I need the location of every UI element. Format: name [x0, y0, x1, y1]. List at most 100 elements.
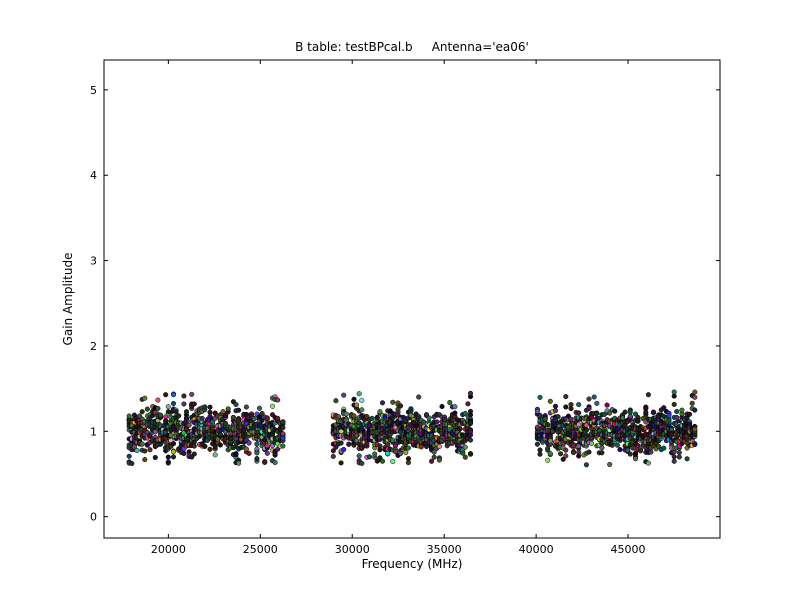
- data-point: [377, 447, 383, 453]
- data-point: [563, 394, 569, 400]
- data-point: [607, 461, 613, 468]
- scatter-points: [126, 389, 698, 468]
- data-point: [191, 451, 197, 457]
- data-point: [259, 410, 265, 417]
- data-point: [431, 449, 437, 455]
- data-point: [398, 403, 404, 409]
- data-point: [547, 451, 553, 457]
- data-point: [452, 410, 458, 416]
- data-point: [165, 460, 171, 466]
- data-point: [354, 402, 360, 408]
- data-point: [467, 408, 474, 414]
- data-point: [246, 450, 252, 456]
- data-point: [599, 450, 605, 456]
- data-point: [576, 421, 582, 428]
- data-point: [462, 454, 468, 460]
- data-point: [403, 449, 409, 456]
- data-point: [217, 442, 223, 448]
- data-point: [163, 392, 169, 398]
- data-point: [338, 428, 344, 435]
- data-point: [202, 443, 208, 449]
- data-point: [280, 431, 286, 437]
- plot-title: B table: testBPcal.b Antenna='ea06': [295, 40, 529, 54]
- data-point: [254, 441, 260, 447]
- data-point: [434, 419, 440, 425]
- data-point: [692, 389, 698, 395]
- data-point: [558, 451, 564, 457]
- data-point: [692, 442, 698, 448]
- data-point: [246, 440, 252, 446]
- data-point: [540, 439, 546, 445]
- data-point: [599, 445, 605, 451]
- data-point: [272, 459, 278, 466]
- data-point: [661, 421, 667, 427]
- data-point: [627, 451, 633, 457]
- data-point: [131, 444, 137, 450]
- data-point: [385, 450, 391, 456]
- data-point: [594, 400, 600, 406]
- data-point: [126, 413, 132, 419]
- data-point: [576, 402, 582, 408]
- data-point: [243, 446, 249, 452]
- data-point: [173, 409, 179, 415]
- data-point: [431, 454, 437, 460]
- data-point: [625, 447, 631, 453]
- data-point: [144, 406, 150, 412]
- data-point: [157, 412, 164, 418]
- data-point: [689, 400, 695, 406]
- data-point: [643, 409, 649, 415]
- data-point: [262, 459, 268, 465]
- data-point: [186, 422, 192, 428]
- data-point: [645, 392, 651, 398]
- data-point: [447, 399, 453, 406]
- data-point: [669, 431, 675, 437]
- data-point: [374, 414, 380, 420]
- data-point: [635, 417, 641, 423]
- data-point: [390, 437, 396, 443]
- data-point: [280, 443, 286, 449]
- data-point: [189, 391, 195, 397]
- y-tick-label: 2: [90, 340, 97, 353]
- data-point: [421, 419, 427, 425]
- data-point: [643, 404, 649, 410]
- data-point: [555, 414, 561, 420]
- data-point: [671, 454, 677, 460]
- data-point: [163, 418, 169, 424]
- data-point: [398, 429, 404, 435]
- data-point: [262, 437, 268, 443]
- data-point: [674, 414, 680, 421]
- data-point: [377, 455, 383, 461]
- data-point: [215, 436, 221, 442]
- data-point: [591, 394, 597, 400]
- data-point: [452, 404, 458, 410]
- data-point: [465, 401, 471, 407]
- data-point: [170, 441, 177, 447]
- data-point: [170, 454, 177, 460]
- data-point: [152, 454, 158, 461]
- data-point: [563, 404, 569, 410]
- data-point: [617, 436, 623, 442]
- y-tick-label: 1: [90, 425, 97, 438]
- data-point: [398, 450, 404, 457]
- data-point: [354, 432, 360, 439]
- data-point: [671, 401, 677, 407]
- data-point: [254, 456, 260, 462]
- data-point: [280, 419, 286, 425]
- data-point: [583, 427, 589, 433]
- data-point: [264, 415, 270, 421]
- data-point: [570, 450, 577, 456]
- data-point: [612, 408, 618, 414]
- data-point: [183, 417, 190, 423]
- data-point: [676, 454, 682, 460]
- data-point: [586, 405, 592, 412]
- data-point: [537, 447, 543, 453]
- data-point: [645, 460, 651, 466]
- data-point: [275, 415, 281, 421]
- data-point: [228, 435, 234, 442]
- data-point: [666, 412, 672, 419]
- data-point: [202, 404, 208, 410]
- data-point: [379, 400, 386, 406]
- data-point: [139, 441, 145, 447]
- data-point: [196, 433, 203, 439]
- data-point: [183, 409, 190, 415]
